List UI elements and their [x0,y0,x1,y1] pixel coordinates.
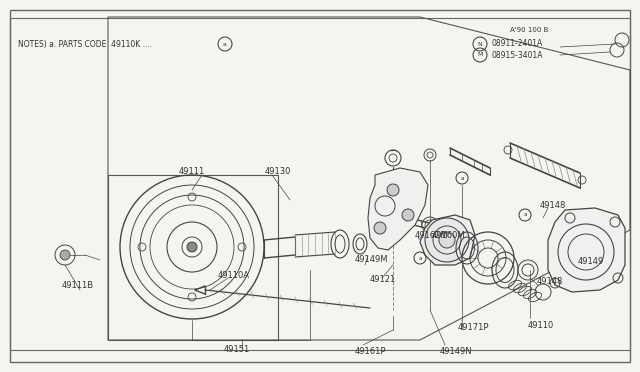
Circle shape [425,218,469,262]
Text: 49149N: 49149N [440,347,472,356]
Text: 49130: 49130 [265,167,291,176]
Circle shape [402,209,414,221]
Text: 49149: 49149 [578,257,604,266]
Polygon shape [368,168,428,250]
Circle shape [60,250,70,260]
Circle shape [439,232,455,248]
Text: a: a [223,42,227,46]
Text: 49148: 49148 [540,201,566,209]
Text: NOTES) a. PARTS CODE  49110K ....: NOTES) a. PARTS CODE 49110K .... [18,39,157,48]
Text: a: a [460,176,464,180]
Circle shape [187,242,197,252]
Text: A'90 100 B: A'90 100 B [510,27,548,33]
Text: 49121: 49121 [370,276,396,285]
Text: 49160M: 49160M [432,231,466,240]
Text: N: N [477,42,483,46]
Text: a: a [524,212,527,218]
Circle shape [374,222,386,234]
Text: 49110A: 49110A [218,270,250,279]
Text: 49149M: 49149M [355,256,388,264]
Polygon shape [548,208,625,292]
Polygon shape [420,215,475,265]
Text: 49110: 49110 [528,321,554,330]
Text: 49161P: 49161P [355,347,387,356]
Text: 49171P: 49171P [458,324,490,333]
Text: 49162M: 49162M [415,231,449,240]
Text: 08915-3401A: 08915-3401A [491,51,543,60]
Text: 08911-2401A: 08911-2401A [491,39,542,48]
Text: M: M [477,52,483,58]
Text: 49151: 49151 [224,346,250,355]
Text: 49111: 49111 [179,167,205,176]
Text: 49111B: 49111B [62,280,94,289]
Text: 49148: 49148 [537,278,563,286]
Text: a: a [419,256,422,260]
Circle shape [387,184,399,196]
